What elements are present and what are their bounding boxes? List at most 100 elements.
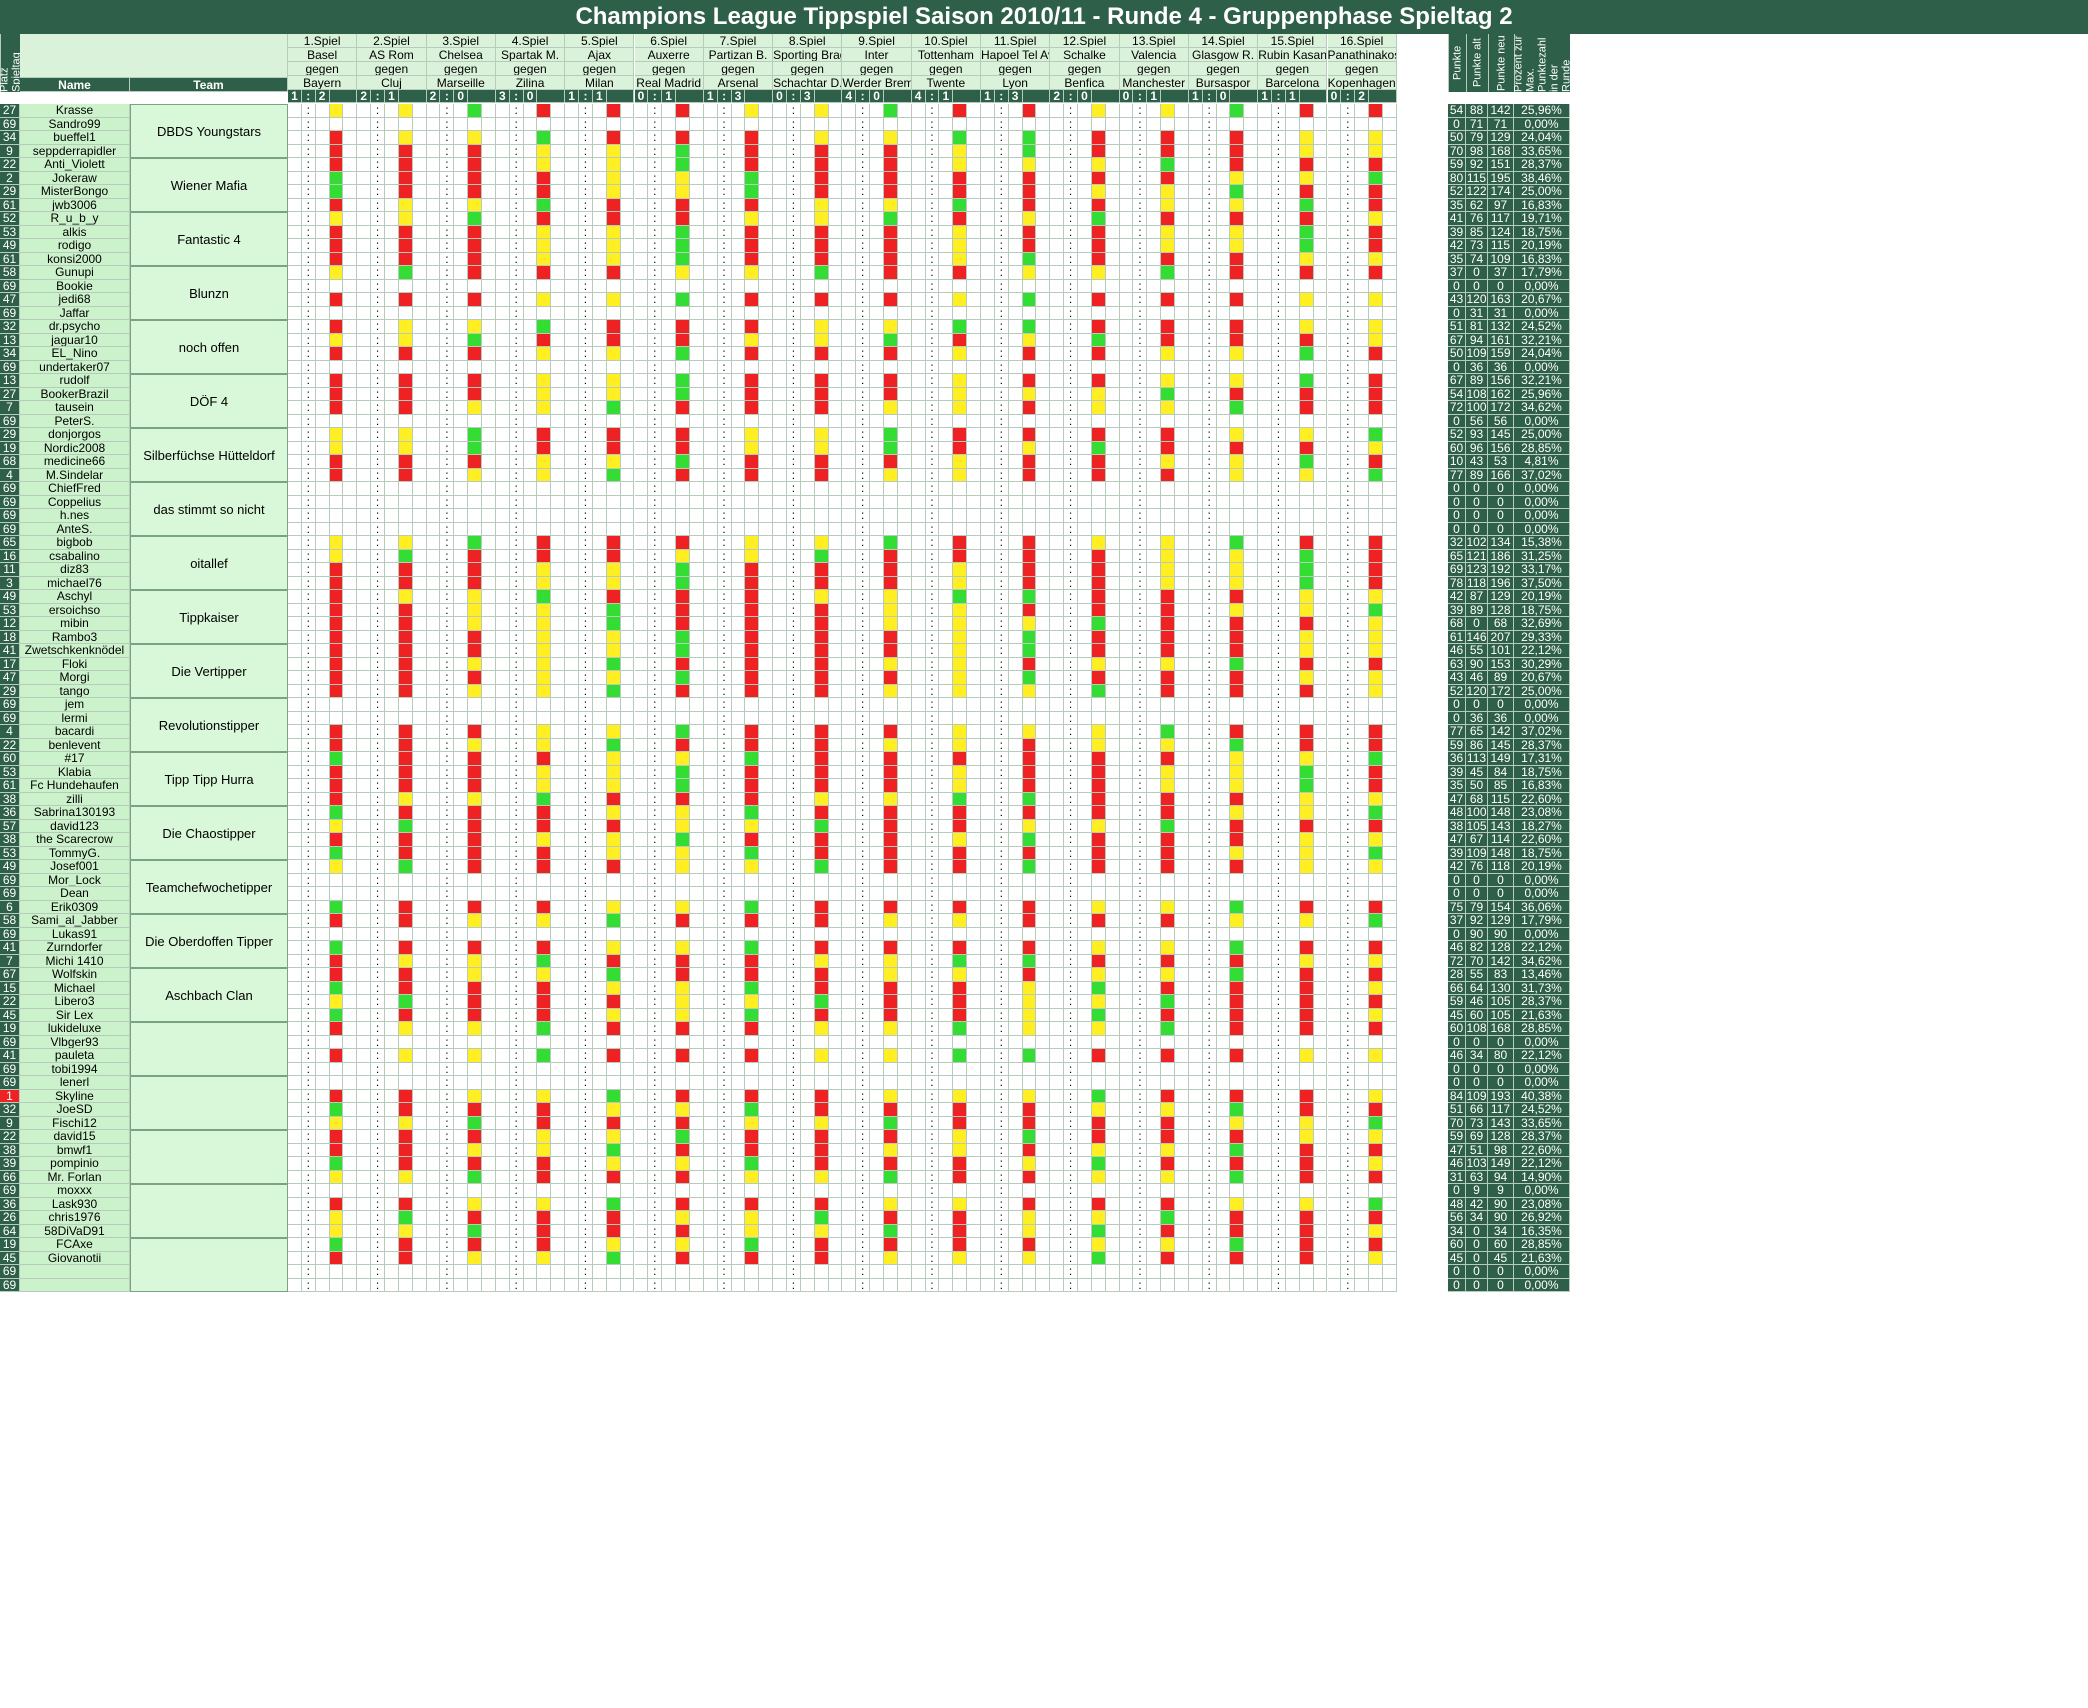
tip-home <box>773 550 787 564</box>
tip-home <box>1120 388 1134 402</box>
tip-away <box>1078 253 1092 267</box>
tip-colon: : <box>1064 725 1078 739</box>
tip-home <box>1328 550 1342 564</box>
tip-colon: : <box>856 712 870 726</box>
tip-home <box>357 712 371 726</box>
tip-away <box>732 712 746 726</box>
result-pad <box>330 90 358 103</box>
tip-spacer <box>413 172 427 186</box>
tip-spacer <box>1383 455 1397 469</box>
tip-colon: : <box>926 509 940 523</box>
tip-spacer <box>967 671 981 685</box>
game-home: Spartak M. <box>496 48 565 62</box>
tip-home <box>288 779 302 793</box>
tip-spacer <box>413 766 427 780</box>
tip-spacer <box>551 104 565 118</box>
tip-points <box>745 442 759 456</box>
tip-colon: : <box>440 293 454 307</box>
tip-spacer <box>1314 482 1328 496</box>
tip-away <box>1355 374 1369 388</box>
percent-cell: 0,00% <box>1514 496 1570 510</box>
tip-colon: : <box>995 739 1009 753</box>
tip-colon: : <box>926 388 940 402</box>
points-old-cell: 90 <box>1466 658 1488 672</box>
tip-points <box>399 617 413 631</box>
tip-home <box>357 239 371 253</box>
tip-home <box>635 212 649 226</box>
tip-colon: : <box>510 604 524 618</box>
tip-away <box>1355 293 1369 307</box>
tip-away <box>385 671 399 685</box>
tip-spacer <box>1175 239 1189 253</box>
tip-spacer <box>1175 185 1189 199</box>
tip-away <box>316 482 330 496</box>
tip-spacer <box>1314 550 1328 564</box>
tip-spacer <box>343 671 357 685</box>
tip-points <box>1230 685 1244 699</box>
tip-colon: : <box>302 253 316 267</box>
tip-spacer <box>1244 388 1258 402</box>
tip-spacer <box>551 563 565 577</box>
tip-spacer <box>1314 293 1328 307</box>
tip-away <box>524 307 538 321</box>
tip-spacer <box>967 226 981 240</box>
tip-spacer <box>1383 428 1397 442</box>
tip-points <box>1369 334 1383 348</box>
points-cell: 35 <box>1448 779 1466 793</box>
tip-away <box>939 442 953 456</box>
tip-points <box>330 725 344 739</box>
tip-away <box>662 482 676 496</box>
tip-home <box>1050 280 1064 294</box>
tip-away <box>1286 374 1300 388</box>
tip-home <box>1328 469 1342 483</box>
tip-colon: : <box>856 266 870 280</box>
tip-points <box>676 320 690 334</box>
tip-spacer <box>1036 482 1050 496</box>
points-cell: 80 <box>1448 172 1466 186</box>
tip-points <box>1230 536 1244 550</box>
tip-home <box>704 509 718 523</box>
tip-colon: : <box>302 482 316 496</box>
tip-points <box>468 631 482 645</box>
tip-spacer <box>413 374 427 388</box>
tip-points <box>330 307 344 321</box>
tip-home <box>842 401 856 415</box>
tip-away <box>870 523 884 537</box>
tip-points <box>745 266 759 280</box>
tip-spacer <box>967 199 981 213</box>
tip-points <box>1161 658 1175 672</box>
tip-home <box>565 577 579 591</box>
tip-spacer <box>482 631 496 645</box>
tip-home <box>427 334 441 348</box>
tip-colon: : <box>1064 469 1078 483</box>
tip-colon: : <box>579 455 593 469</box>
tip-away <box>1147 401 1161 415</box>
tip-home <box>496 212 510 226</box>
tip-colon: : <box>440 226 454 240</box>
game-label: 9.Spiel <box>842 34 911 48</box>
tip-points <box>399 793 413 807</box>
tip-away <box>1286 212 1300 226</box>
tip-home <box>357 347 371 361</box>
tip-points <box>1300 158 1314 172</box>
tip-away <box>524 158 538 172</box>
tip-home <box>842 361 856 375</box>
tip-points <box>676 361 690 375</box>
result-colon: : <box>1133 90 1147 103</box>
tip-spacer <box>1036 577 1050 591</box>
tip-points <box>399 550 413 564</box>
tip-colon: : <box>1272 617 1286 631</box>
tip-home <box>427 455 441 469</box>
tip-home <box>704 752 718 766</box>
tip-away <box>870 104 884 118</box>
tip-spacer <box>690 793 704 807</box>
tip-away <box>801 347 815 361</box>
tip-points <box>1369 698 1383 712</box>
tip-points <box>676 280 690 294</box>
tip-spacer <box>482 550 496 564</box>
tip-colon: : <box>787 779 801 793</box>
tip-colon: : <box>371 469 385 483</box>
tip-away <box>524 739 538 753</box>
tip-away <box>939 739 953 753</box>
tip-colon: : <box>1133 374 1147 388</box>
